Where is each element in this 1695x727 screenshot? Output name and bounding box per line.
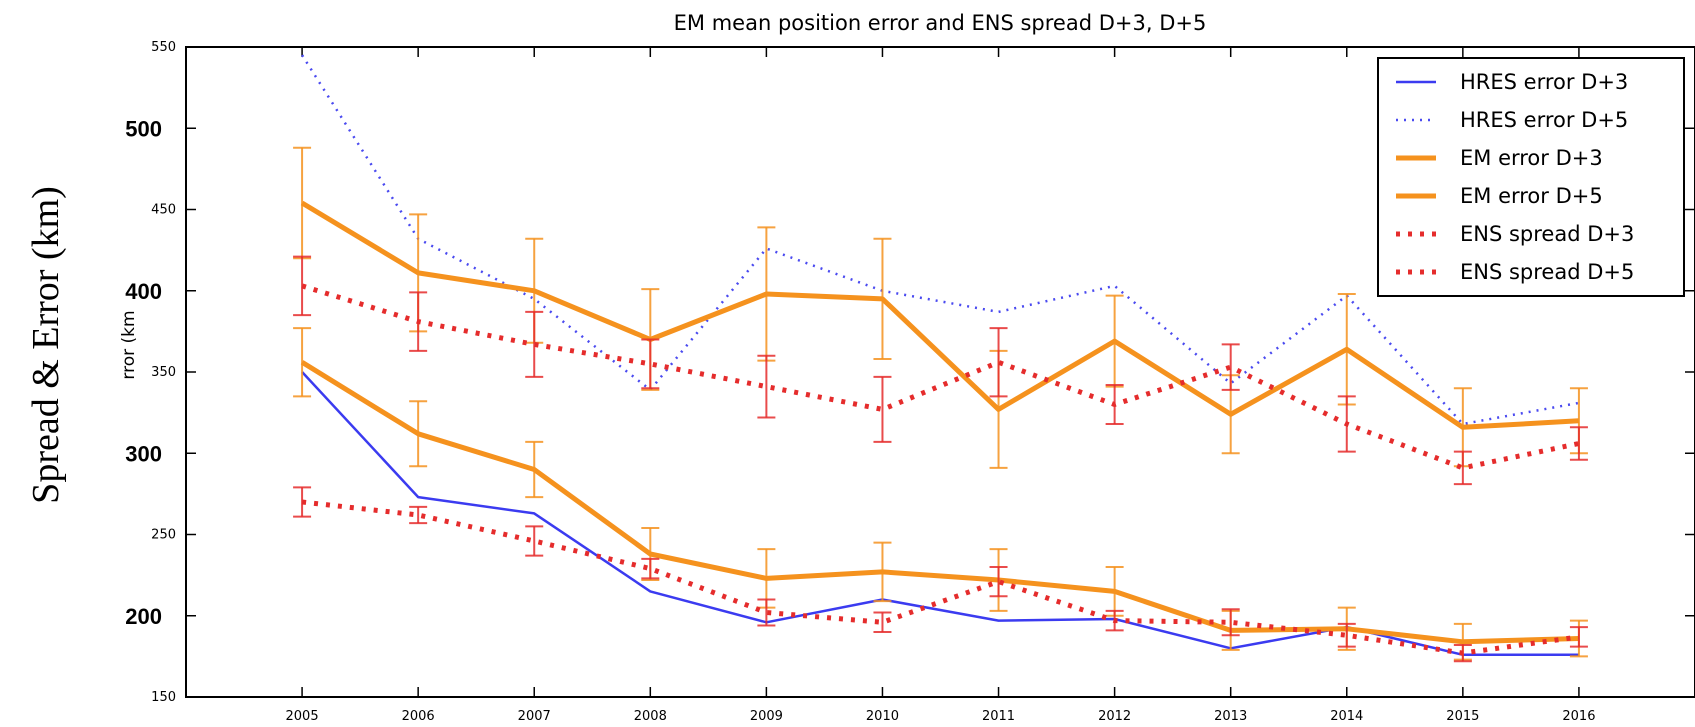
legend-item-hres-error-d-3: HRES error D+3	[1396, 70, 1628, 94]
legend-label: HRES error D+3	[1460, 70, 1628, 94]
axis-ticks: 150 200 250 300 350 400 450 500 550 2005 2006 2007 2…	[104, 40, 1695, 724]
error-bar	[1569, 626, 1588, 648]
error-bar	[873, 611, 892, 633]
series-em-error-d-3	[293, 327, 1588, 661]
error-bar	[293, 255, 312, 317]
x-tick-label-2012: 2012	[1098, 709, 1131, 724]
error-bar	[873, 375, 892, 443]
error-bar	[1337, 622, 1356, 648]
y-tick-label-250: 250	[151, 528, 176, 543]
error-bar	[641, 557, 660, 580]
error-bar	[1221, 608, 1240, 637]
error-bar	[1221, 343, 1240, 391]
legend-item-ens-spread-d-5: ENS spread D+5	[1396, 260, 1634, 284]
x-tick-label-2010: 2010	[866, 709, 899, 724]
legend-box	[1377, 57, 1685, 297]
y-tick-label-150: 150	[151, 690, 176, 705]
error-bar	[1453, 450, 1472, 486]
y-tick-label-400: 400	[125, 279, 162, 304]
x-tick-label-2005: 2005	[286, 709, 319, 724]
y-tick-label-200: 200	[125, 604, 162, 629]
error-bar	[293, 327, 312, 398]
y-axis-label-partial: rror (km	[119, 310, 139, 379]
x-tick-label-2006: 2006	[402, 709, 435, 724]
x-tick-label-2015: 2015	[1446, 709, 1479, 724]
y-tick-label-450: 450	[151, 203, 176, 218]
series-line-ens-spread-d-5	[301, 283, 1580, 471]
error-bar	[757, 598, 776, 627]
error-bar	[525, 525, 544, 557]
y-tick-label-550: 550	[151, 40, 176, 55]
error-bar	[757, 354, 776, 419]
error-bar	[293, 486, 312, 518]
chart-title: EM mean position error and ENS spread D+…	[674, 11, 1207, 35]
legend-label: ENS spread D+3	[1460, 222, 1634, 246]
y-tick-label-300: 300	[125, 441, 162, 466]
legend-label: EM error D+5	[1460, 184, 1603, 208]
error-bar	[989, 327, 1008, 398]
series-hres-error-d-3	[301, 371, 1579, 657]
series-group	[293, 54, 1588, 663]
y-tick-label-mask	[104, 597, 180, 632]
y-tick-label-350: 350	[151, 365, 176, 380]
error-bar	[641, 338, 660, 390]
legend: HRES error D+3 HRES error D+5 EM error D+3…	[1377, 57, 1685, 297]
x-tick-label-2013: 2013	[1214, 709, 1247, 724]
x-tick-label-2016: 2016	[1562, 709, 1595, 724]
series-ens-spread-d-3	[293, 486, 1588, 663]
series-ens-spread-d-5	[293, 255, 1588, 486]
y-tick-label-mask	[104, 110, 180, 145]
error-bar	[1569, 426, 1588, 461]
error-bar	[989, 566, 1008, 598]
x-tick-label-2009: 2009	[750, 709, 783, 724]
series-line-em-error-d-5	[300, 200, 1580, 430]
y-tick-label-mask	[104, 272, 180, 307]
series-line-ens-spread-d-3	[301, 499, 1580, 656]
legend-item-hres-error-d-5: HRES error D+5	[1396, 108, 1628, 132]
series-line-em-error-d-3	[300, 360, 1579, 645]
x-tick-label-2014: 2014	[1330, 709, 1363, 724]
legend-label: ENS spread D+5	[1460, 260, 1634, 284]
x-tick-label-2007: 2007	[518, 709, 551, 724]
legend-item-em-error-d-3: EM error D+3	[1396, 146, 1603, 170]
x-tick-label-2011: 2011	[982, 709, 1015, 724]
legend-label: EM error D+3	[1460, 146, 1603, 170]
series-em-error-d-5	[293, 146, 1588, 469]
x-tick-label-2008: 2008	[634, 709, 667, 724]
error-bar	[409, 505, 428, 525]
error-bar	[293, 146, 312, 260]
error-bar	[525, 310, 544, 378]
legend-item-em-error-d-5: EM error D+5	[1396, 184, 1603, 208]
y-axis-label: Spread & Error (km)	[25, 186, 67, 504]
y-tick-label-mask	[104, 435, 180, 470]
y-tick-label-500: 500	[125, 116, 162, 141]
legend-item-ens-spread-d-3: ENS spread D+3	[1396, 222, 1634, 246]
legend-label: HRES error D+5	[1460, 108, 1628, 132]
series-line-hres-error-d-3	[301, 371, 1579, 657]
